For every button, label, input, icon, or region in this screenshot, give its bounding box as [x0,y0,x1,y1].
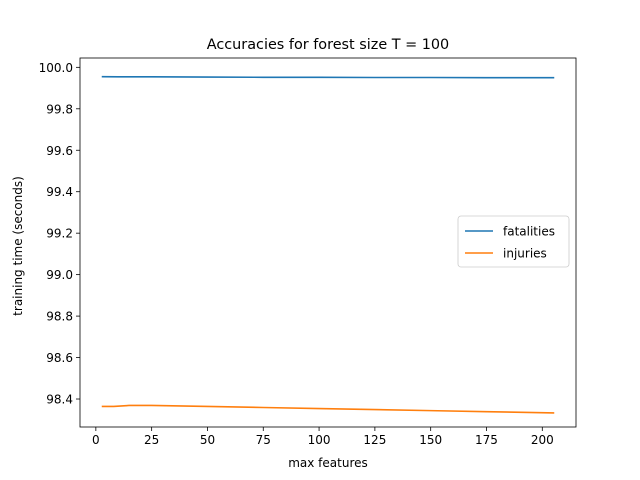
x-tick-label: 200 [531,433,554,447]
x-tick-label: 175 [475,433,498,447]
x-tick-label: 100 [308,433,331,447]
y-tick-label: 100.0 [39,61,73,75]
y-tick-label: 98.6 [46,351,73,365]
x-tick-label: 50 [200,433,215,447]
y-tick-label: 98.4 [46,393,73,407]
legend-label-fatalities: fatalities [503,225,555,239]
series-line-fatalities [101,75,555,79]
legend-label-injuries: injuries [503,247,547,261]
y-tick-label: 98.8 [46,310,73,324]
axes-frame [79,57,577,428]
x-tick-label: 150 [419,433,442,447]
x-axis-label: max features [288,456,368,470]
x-tick-label: 25 [144,433,159,447]
x-tick-label: 0 [92,433,100,447]
plot-area: 0 25 50 75 100 125 150 175 200 98.4 98.6 98.8 99.0 99… [39,57,577,447]
chart-title: Accuracies for forest size T = 100 [207,37,449,53]
y-tick-label: 99.0 [46,268,73,282]
series-line-injuries [101,404,555,414]
legend-box [457,215,570,268]
x-tick-label: 125 [363,433,386,447]
y-tick-label: 99.4 [46,185,73,199]
y-tick-label: 99.2 [46,227,73,241]
y-tick-label: 99.8 [46,102,73,116]
y-tick-label: 99.6 [46,144,73,158]
x-tick-label: 75 [256,433,271,447]
y-axis-label: training time (seconds) [11,176,25,316]
legend: fatalities injuries [457,215,570,268]
